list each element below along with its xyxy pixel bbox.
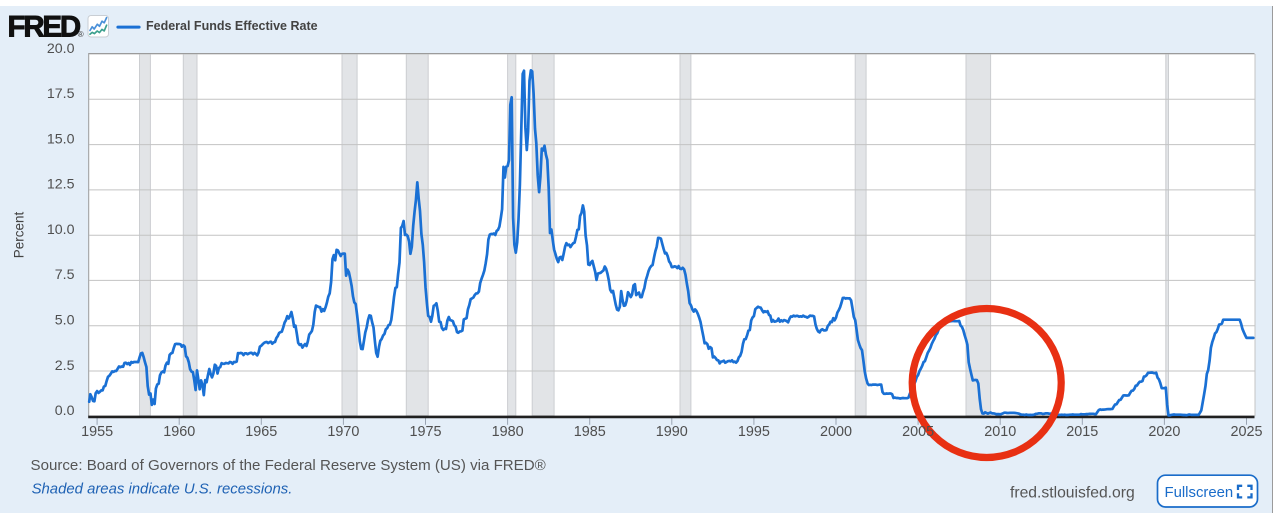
svg-text:fred.stlouisfed.org: fred.stlouisfed.org — [1010, 485, 1135, 502]
svg-text:0.0: 0.0 — [55, 403, 75, 419]
svg-text:1960: 1960 — [163, 424, 195, 440]
svg-text:2020: 2020 — [1148, 424, 1180, 440]
svg-text:5.0: 5.0 — [55, 313, 75, 329]
svg-text:20.0: 20.0 — [47, 41, 75, 57]
svg-text:1965: 1965 — [245, 424, 277, 440]
svg-text:15.0: 15.0 — [47, 131, 75, 147]
svg-text:7.5: 7.5 — [55, 267, 75, 283]
svg-text:Fullscreen: Fullscreen — [1165, 485, 1234, 501]
svg-text:1985: 1985 — [574, 424, 606, 440]
svg-text:2.5: 2.5 — [55, 358, 75, 374]
svg-text:®: ® — [78, 30, 84, 39]
svg-text:Federal Funds Effective Rate: Federal Funds Effective Rate — [146, 19, 318, 33]
svg-text:1955: 1955 — [81, 424, 113, 440]
svg-text:2010: 2010 — [984, 424, 1016, 440]
svg-text:2015: 2015 — [1066, 424, 1098, 440]
svg-text:2000: 2000 — [820, 424, 852, 440]
svg-text:1990: 1990 — [656, 424, 688, 440]
svg-text:1975: 1975 — [409, 424, 441, 440]
svg-text:2025: 2025 — [1230, 424, 1262, 440]
svg-text:1980: 1980 — [492, 424, 524, 440]
svg-text:FRED: FRED — [8, 11, 81, 44]
svg-text:1970: 1970 — [327, 424, 359, 440]
svg-text:10.0: 10.0 — [47, 222, 75, 238]
svg-text:Source: Board of Governors of: Source: Board of Governors of the Federa… — [31, 457, 546, 474]
svg-text:Shaded areas indicate U.S. rec: Shaded areas indicate U.S. recessions. — [32, 481, 293, 497]
svg-text:1995: 1995 — [738, 424, 770, 440]
svg-text:Percent: Percent — [12, 211, 27, 258]
svg-text:12.5: 12.5 — [47, 177, 75, 193]
svg-text:2005: 2005 — [902, 424, 934, 440]
svg-text:17.5: 17.5 — [47, 86, 75, 102]
